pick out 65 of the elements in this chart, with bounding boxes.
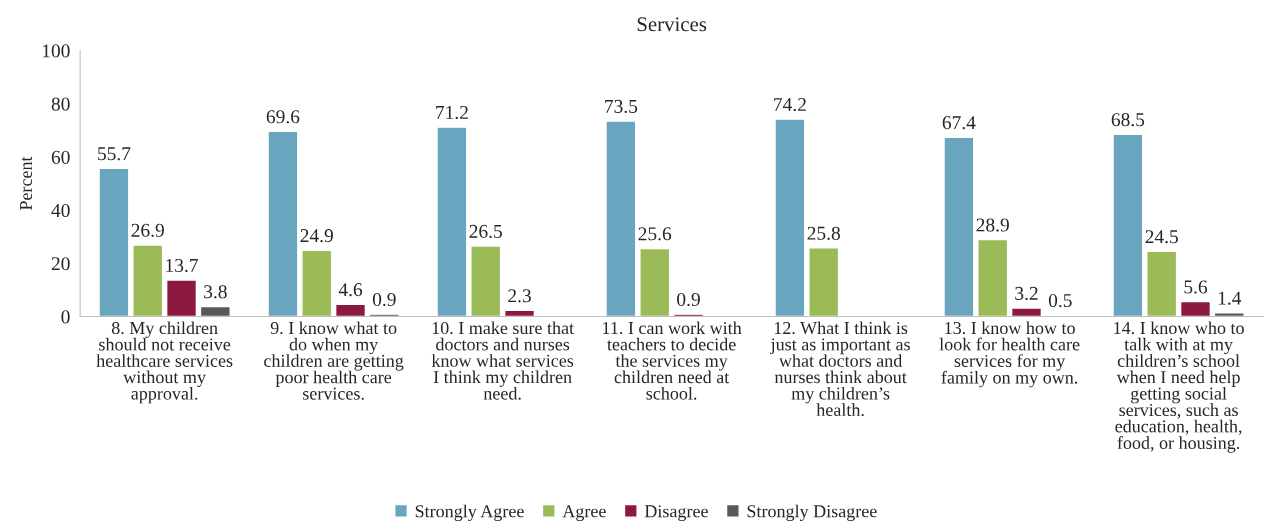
bar (1112, 133, 1144, 317)
bar (977, 238, 1009, 317)
bar (436, 126, 468, 317)
bar (199, 305, 231, 317)
data-label: 69.6 (266, 110, 300, 124)
data-label: 1.4 (1218, 291, 1242, 305)
x-tick-label: 9. I know what to do when my children are getting poor health care services. (264, 321, 404, 400)
y-axis-title: Percent (20, 156, 33, 211)
data-label: 26.5 (469, 224, 502, 239)
x-tick-label: 8. My children should not receive healthcare services without my approval. (96, 321, 233, 404)
bar (1146, 250, 1178, 317)
data-label: 55.7 (98, 147, 131, 161)
bar (605, 120, 637, 317)
x-tick-label: 12. What I think is just as important as what doctors and nurses think about my children’s health. (770, 321, 910, 417)
y-tick-label: 80 (51, 97, 70, 111)
bar (334, 303, 367, 317)
data-label: 3.2 (1015, 286, 1038, 300)
data-label: 71.2 (436, 105, 468, 120)
x-tick-label: 11. I can work with teachers to decide the services my children need at school. (603, 321, 742, 400)
y-tick-label: 0 (61, 310, 70, 324)
y-tick-label: 100 (42, 44, 70, 58)
bar (1179, 300, 1212, 317)
data-label: 26.9 (131, 223, 164, 237)
bar (774, 118, 806, 317)
bar (1213, 312, 1245, 317)
data-label: 24.9 (300, 229, 333, 243)
bar (672, 313, 705, 317)
data-label: 0.9 (372, 292, 396, 307)
legend-label: Disagree (644, 505, 708, 522)
data-label: 25.8 (807, 226, 840, 240)
data-label: 74.2 (774, 97, 806, 112)
legend-label: Strongly Agree (415, 504, 524, 522)
x-tick-label: 14. I know who to talk with at my children’s school when I need help getting social services, such as education, health, food, or housing. (1114, 321, 1244, 453)
data-label: 0.9 (677, 292, 700, 307)
data-label: 28.9 (976, 218, 1009, 232)
data-label: 24.5 (1145, 230, 1178, 244)
bar (470, 245, 502, 317)
legend-label: Strongly Disagree (747, 504, 877, 522)
data-label: 5.6 (1184, 280, 1208, 294)
data-label: 68.5 (1111, 113, 1145, 127)
x-tick-label: 13. I know how to look for health care services for my family on my own. (939, 321, 1080, 388)
bar (943, 136, 975, 317)
y-tick-label: 40 (51, 203, 70, 218)
x-tick-label: 10. I make sure that doctors and nurses know what services I think my children need. (431, 321, 574, 400)
y-tick-label: 20 (51, 257, 70, 271)
bar (368, 313, 400, 317)
data-label: 2.3 (508, 289, 531, 303)
data-label: 0.5 (1048, 293, 1072, 308)
bar (165, 279, 198, 317)
y-tick-label: 60 (51, 150, 70, 164)
data-label: 73.5 (605, 99, 638, 113)
bar (267, 130, 299, 317)
bar (1010, 307, 1043, 317)
data-label: 13.7 (166, 258, 198, 273)
legend-label: Agree (562, 505, 606, 522)
bar (301, 249, 333, 317)
data-label: 4.6 (338, 283, 363, 297)
data-label: 3.8 (204, 285, 227, 299)
data-label: 67.4 (942, 116, 976, 130)
data-label: 25.6 (638, 227, 672, 241)
bar (98, 167, 130, 317)
bar (639, 247, 671, 317)
bar (808, 247, 840, 317)
bar (132, 244, 164, 317)
chart-title: Services (637, 17, 707, 32)
